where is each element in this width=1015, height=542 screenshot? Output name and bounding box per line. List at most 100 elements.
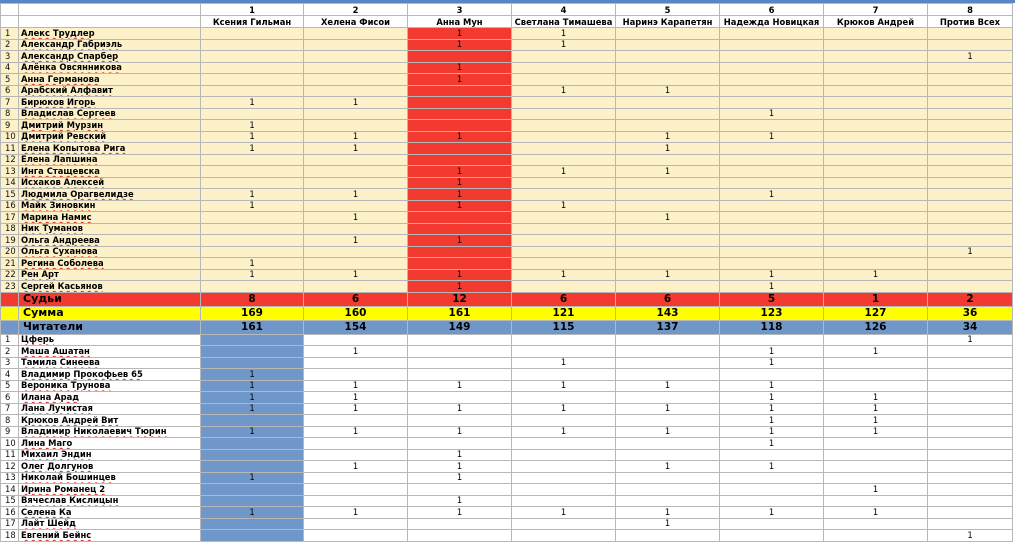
vote-cell[interactable]: 1 [511,165,616,178]
row-number-cell[interactable]: 20 [0,245,19,258]
row-number-cell[interactable]: 9 [0,119,19,132]
vote-cell[interactable] [200,153,304,166]
vote-cell[interactable]: 1 [615,84,720,97]
vote-cell[interactable] [407,483,512,496]
vote-cell[interactable]: 1 [719,460,824,473]
vote-cell[interactable]: 1 [511,199,616,212]
vote-cell[interactable] [511,529,616,542]
vote-cell[interactable]: 1 [719,268,824,281]
vote-cell[interactable] [719,142,824,155]
vote-cell[interactable]: 1 [407,61,512,74]
vote-cell[interactable] [511,188,616,201]
row-name-cell[interactable]: Алёнка Овсянникова [18,61,201,74]
vote-cell[interactable]: 1 [303,379,408,392]
row-name-cell[interactable]: Ольга Суханова [18,245,201,258]
vote-cell[interactable] [200,211,304,224]
vote-cell[interactable]: 1 [200,368,304,381]
vote-cell[interactable]: 1 [511,402,616,415]
vote-cell[interactable] [511,483,616,496]
vote-cell[interactable]: 1 [615,268,720,281]
vote-cell[interactable] [200,61,304,74]
row-number-cell[interactable]: 17 [0,517,19,530]
vote-cell[interactable] [303,176,408,189]
vote-cell[interactable] [927,402,1013,415]
row-number-cell[interactable]: 13 [0,165,19,178]
vote-cell[interactable] [303,333,408,346]
row-name-cell[interactable]: Тамила Синеева [18,356,201,369]
row-name-cell[interactable]: Майк Зиновкин [18,199,201,212]
vote-cell[interactable] [927,379,1013,392]
vote-cell[interactable] [200,280,304,293]
vote-cell[interactable] [719,234,824,247]
vote-cell[interactable] [823,84,928,97]
summary-value-cell[interactable]: 115 [511,319,616,335]
row-name-cell[interactable]: Владимир Прокофьев 65 [18,368,201,381]
vote-cell[interactable]: 1 [615,142,720,155]
vote-cell[interactable]: 1 [615,211,720,224]
vote-cell[interactable] [719,483,824,496]
row-name-cell[interactable]: Владислав Сергеев [18,107,201,120]
vote-cell[interactable] [303,356,408,369]
vote-cell[interactable]: 1 [511,379,616,392]
vote-cell[interactable]: 1 [200,257,304,270]
row-number-cell[interactable]: 23 [0,280,19,293]
vote-cell[interactable]: 1 [511,506,616,519]
row-name-cell[interactable]: Анна Германова [18,73,201,86]
vote-cell[interactable] [823,96,928,109]
vote-cell[interactable] [719,517,824,530]
row-name-cell[interactable]: Лина Маго [18,437,201,450]
vote-cell[interactable]: 1 [615,165,720,178]
vote-cell[interactable]: 1 [615,506,720,519]
vote-cell[interactable]: 1 [200,268,304,281]
vote-cell[interactable] [927,222,1013,235]
summary-value-cell[interactable]: 127 [823,305,928,321]
vote-cell[interactable] [823,437,928,450]
row-name-cell[interactable]: Людмила Орагвелидзе [18,188,201,201]
vote-cell[interactable]: 1 [200,391,304,404]
vote-cell[interactable] [615,199,720,212]
vote-cell[interactable] [927,448,1013,461]
column-index-cell[interactable]: 6 [719,3,824,16]
vote-cell[interactable] [719,61,824,74]
row-number-cell[interactable]: 21 [0,257,19,270]
row-name-cell[interactable]: Инга Стащевска [18,165,201,178]
vote-cell[interactable]: 1 [407,506,512,519]
row-number-cell[interactable]: 13 [0,471,19,484]
row-number-cell[interactable]: 3 [0,356,19,369]
vote-cell[interactable] [719,529,824,542]
vote-cell[interactable] [927,27,1013,40]
vote-cell[interactable]: 1 [303,425,408,438]
vote-cell[interactable] [823,130,928,143]
vote-cell[interactable] [407,84,512,97]
vote-cell[interactable] [615,176,720,189]
vote-cell[interactable]: 1 [823,391,928,404]
vote-cell[interactable] [200,50,304,63]
vote-cell[interactable]: 1 [303,402,408,415]
row-number-cell[interactable]: 7 [0,402,19,415]
vote-cell[interactable] [823,257,928,270]
vote-cell[interactable] [303,27,408,40]
vote-cell[interactable] [823,199,928,212]
vote-cell[interactable] [511,234,616,247]
vote-cell[interactable] [511,153,616,166]
column-index-cell[interactable]: 4 [511,3,616,16]
vote-cell[interactable] [200,448,304,461]
vote-cell[interactable]: 1 [200,130,304,143]
vote-cell[interactable] [200,483,304,496]
vote-cell[interactable]: 1 [407,448,512,461]
vote-cell[interactable] [823,61,928,74]
vote-cell[interactable] [511,61,616,74]
row-number-cell[interactable]: 4 [0,61,19,74]
vote-cell[interactable] [511,222,616,235]
vote-cell[interactable] [615,27,720,40]
empty-cell[interactable] [0,319,19,335]
vote-cell[interactable] [511,368,616,381]
row-number-cell[interactable]: 7 [0,96,19,109]
summary-label[interactable]: Сумма [18,305,201,321]
vote-cell[interactable]: 1 [407,176,512,189]
vote-cell[interactable] [511,211,616,224]
vote-cell[interactable] [407,529,512,542]
vote-cell[interactable] [615,245,720,258]
vote-cell[interactable] [511,50,616,63]
vote-cell[interactable] [511,333,616,346]
